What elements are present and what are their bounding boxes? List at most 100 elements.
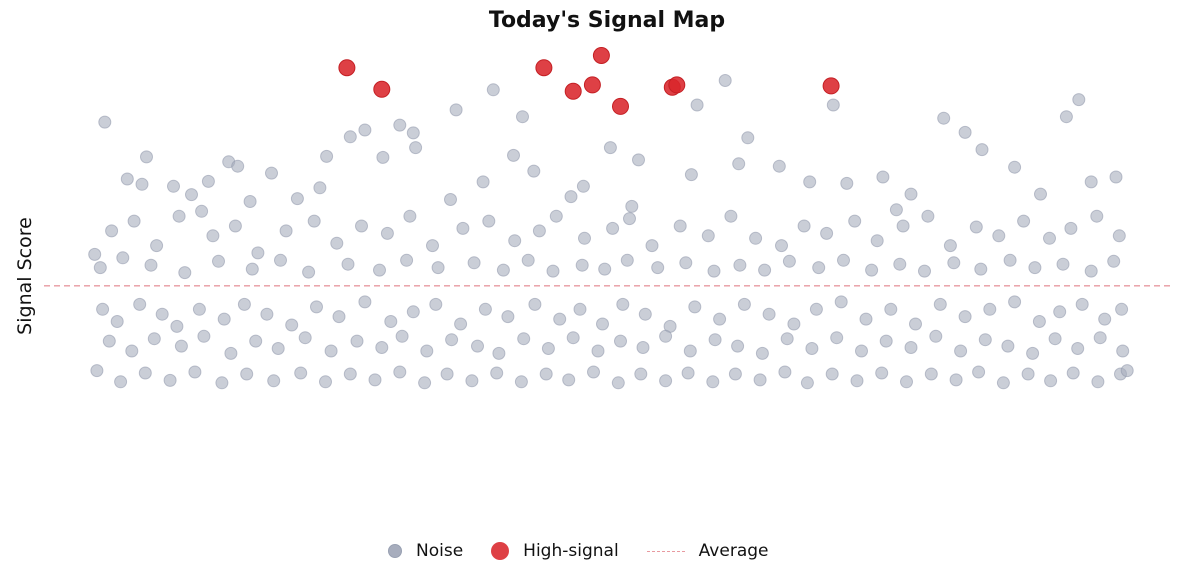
legend: Noise High-signal Average (388, 538, 768, 564)
noise-point (805, 342, 819, 355)
noise-point (1001, 339, 1015, 353)
noise-point (294, 366, 308, 380)
noise-point (921, 209, 935, 223)
noise-point (724, 209, 738, 223)
noise-point (632, 153, 645, 167)
noise-point (625, 199, 639, 213)
noise-point (88, 247, 102, 261)
noise-point (1053, 305, 1067, 319)
noise-point (1084, 175, 1098, 189)
noise-point (1084, 264, 1098, 278)
noise-point (206, 229, 220, 243)
high-signal-point (612, 97, 629, 115)
noise-point (1017, 214, 1031, 228)
noise-point (167, 179, 180, 193)
noise-point (429, 297, 443, 311)
noise-point (737, 297, 751, 311)
noise-point (728, 367, 742, 381)
noise-point (603, 141, 617, 155)
noise-point (444, 193, 457, 206)
noise-point (683, 344, 697, 358)
noise-point (848, 214, 862, 228)
noise-point (393, 118, 407, 132)
noise-point (1120, 364, 1134, 378)
noise-point (215, 376, 229, 390)
noise-point (1008, 160, 1022, 174)
noise-point (929, 329, 943, 343)
noise-point (350, 334, 364, 348)
noise-point (1066, 366, 1080, 380)
legend-item-average: Average (646, 541, 769, 561)
high-signal-point (592, 47, 610, 64)
noise-point (1021, 367, 1035, 381)
noise-point (409, 141, 423, 155)
noise-point (879, 334, 893, 348)
noise-point (240, 367, 254, 381)
noise-point (201, 174, 215, 188)
noise-point (285, 318, 299, 332)
noise-point (324, 344, 338, 358)
noise-point (456, 221, 470, 235)
noise-point (876, 170, 890, 184)
noise-point (163, 373, 177, 387)
noise-point (549, 209, 563, 223)
noise-point (974, 262, 988, 276)
noise-point (893, 257, 907, 271)
noise-point (797, 219, 811, 233)
noise-point (564, 190, 578, 204)
noise-point (753, 373, 767, 387)
noise-point (174, 339, 188, 353)
noise-point (870, 234, 884, 248)
noise-point (298, 331, 312, 345)
noise-point (133, 297, 147, 311)
noise-point (496, 263, 510, 277)
noise-point (758, 263, 772, 277)
legend-average-label: Average (698, 541, 769, 561)
noise-point (623, 212, 636, 226)
noise-point (1064, 221, 1078, 235)
noise-point (343, 130, 357, 144)
noise-point (271, 342, 285, 355)
noise-point (954, 344, 968, 358)
noise-point (820, 226, 834, 240)
noise-point (245, 262, 259, 276)
noise-point (900, 375, 913, 389)
high-signal-point (822, 77, 840, 95)
noise-point (659, 329, 673, 343)
legend-noise-label: Noise (416, 541, 464, 561)
noise-point (114, 375, 128, 389)
noise-point (562, 373, 576, 387)
noise-point (150, 239, 164, 253)
noise-point (224, 346, 238, 360)
noise-point (116, 251, 130, 265)
noise-point (501, 310, 515, 324)
noise-point (482, 214, 496, 228)
noise-point (1003, 253, 1017, 267)
noise-point (96, 302, 110, 316)
noise-point (731, 339, 745, 353)
noise-point (527, 164, 541, 178)
noise-point (1116, 344, 1130, 358)
noise-point (517, 332, 531, 346)
noise-point (341, 257, 355, 271)
noise-point (355, 219, 368, 233)
legend-noise-marker (388, 544, 402, 558)
noise-point (708, 333, 722, 347)
noise-point (1026, 346, 1040, 360)
noise-point (93, 261, 107, 275)
noise-point (373, 263, 386, 277)
noise-point (514, 375, 528, 389)
noise-point (741, 131, 755, 145)
noise-point (755, 346, 769, 360)
noise-point (376, 150, 390, 164)
noise-point (1056, 257, 1070, 271)
noise-point (185, 188, 198, 202)
noise-point (566, 331, 580, 345)
noise-point (996, 376, 1010, 390)
noise-point (1059, 110, 1073, 124)
noise-point (775, 239, 788, 253)
noise-point (267, 374, 281, 388)
noise-point (440, 367, 454, 381)
noise-point (992, 229, 1006, 243)
noise-point (616, 297, 630, 311)
